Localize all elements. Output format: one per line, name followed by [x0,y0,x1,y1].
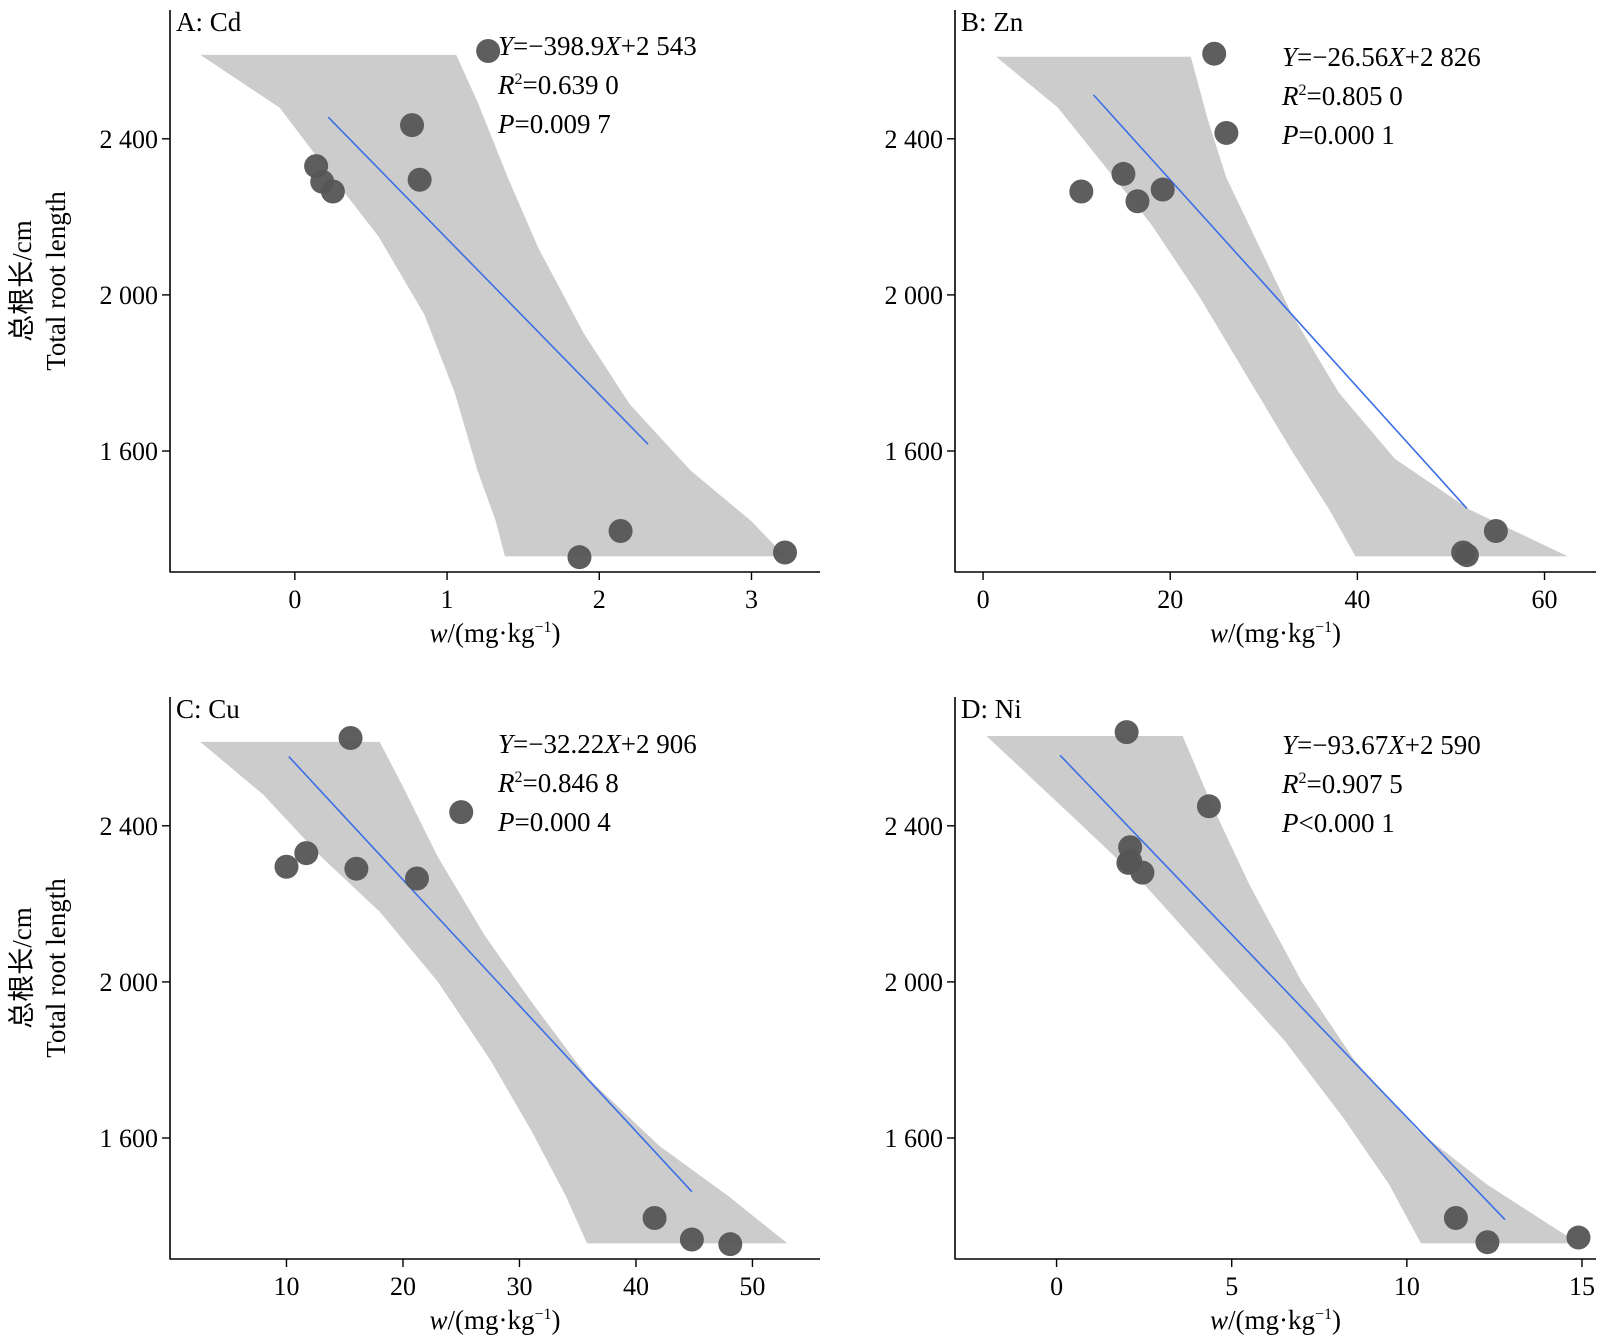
data-point [320,179,345,204]
x-tick-label: 1 [441,585,454,614]
x-tick-label: 40 [1344,585,1370,614]
y-axis-title-en: Total root length [41,191,71,371]
data-point [344,856,369,881]
x-tick-label: 0 [1050,1272,1063,1301]
data-point [679,1227,704,1252]
regression-line [1059,754,1506,1221]
x-tick-label: 10 [273,1272,299,1301]
y-tick-label: 1 600 [885,437,944,466]
y-axis-title-en: Total root length [41,878,71,1058]
x-axis-title: w/(mg·kg−1) [1210,618,1341,648]
data-point [1443,1206,1468,1231]
y-tick-label: 1 600 [885,1124,944,1153]
x-tick-label: 20 [1157,585,1183,614]
data-point [1069,179,1094,204]
confidence-band [200,741,788,1244]
data-point [772,540,797,565]
data-point [407,167,432,192]
y-tick-label: 2 400 [885,812,944,841]
x-tick-label: 10 [1394,1272,1420,1301]
regression-equation: Y=−26.56X+2 826 [1282,42,1481,72]
regression-line [327,116,649,445]
x-tick-label: 50 [739,1272,765,1301]
data-point [404,866,429,891]
y-axis-title-cn: 总根长/cm [7,907,37,1029]
data-point [400,113,425,138]
data-point [449,800,474,825]
p-value: P=0.000 1 [1281,120,1395,150]
x-tick-label: 0 [977,585,990,614]
x-tick-label: 30 [506,1272,532,1301]
p-value: P=0.000 4 [497,807,611,837]
data-point [338,725,363,750]
panel-label: A: Cd [176,7,242,37]
regression-line [288,756,693,1193]
data-point [1111,161,1136,186]
chart-panel-2: 0 20 40 60 1 600 2 000 2 400 B: Zn Y=−26.56X+2 8… [885,7,1596,648]
data-point [642,1206,667,1231]
data-point [1566,1225,1591,1250]
x-axis-title: w/(mg·kg−1) [429,618,560,648]
y-axis-title-cn: 总根长/cm [7,220,37,342]
data-point [608,519,633,544]
x-tick-label: 2 [593,585,606,614]
p-value: P<0.000 1 [1281,808,1395,838]
chart-panel-1: 0 1 2 3 1 600 2 000 2 400 A: Cd Y=−398.9X+2 543 R… [7,7,820,648]
y-tick-label: 2 000 [885,281,944,310]
panel-label: D: Ni [961,694,1022,724]
x-tick-label: 15 [1569,1272,1595,1301]
x-tick-label: 5 [1225,1272,1238,1301]
x-axis-title: w/(mg·kg−1) [1210,1305,1341,1335]
data-point [1214,120,1239,145]
x-tick-label: 0 [288,585,301,614]
data-point [1114,720,1139,745]
panel-label: C: Cu [176,694,240,724]
regression-equation: Y=−32.22X+2 906 [498,729,697,759]
data-point [476,38,501,63]
regression-equation: Y=−93.67X+2 590 [1282,730,1481,760]
data-point [1130,860,1155,885]
y-tick-label: 2 000 [100,968,159,997]
y-tick-label: 1 600 [100,437,159,466]
x-axis-title: w/(mg·kg−1) [429,1305,560,1335]
data-point [1483,519,1508,544]
confidence-band [200,54,785,557]
data-point [274,854,299,879]
r-squared: R2=0.639 0 [497,70,619,100]
y-tick-label: 2 400 [100,812,159,841]
regression-equation: Y=−398.9X+2 543 [498,31,697,61]
data-point [1202,41,1227,66]
data-point [1125,189,1150,214]
data-point [718,1232,743,1257]
chart-panel-4: 0 5 10 15 1 600 2 000 2 400 D: Ni Y=−93.67X+2 59… [885,694,1596,1335]
x-tick-label: 60 [1532,585,1558,614]
panel-label: B: Zn [961,7,1024,37]
r-squared: R2=0.907 5 [1281,769,1403,799]
data-point [1475,1230,1500,1255]
p-value: P=0.009 7 [497,109,611,139]
data-point [294,841,319,866]
x-tick-label: 40 [623,1272,649,1301]
y-tick-label: 2 000 [885,968,944,997]
y-tick-label: 1 600 [100,1124,159,1153]
r-squared: R2=0.805 0 [1281,81,1403,111]
y-tick-label: 2 400 [885,125,944,154]
y-tick-label: 2 000 [100,281,159,310]
data-point [1150,177,1175,202]
regression-line [1092,94,1468,509]
r-squared: R2=0.846 8 [497,768,619,798]
x-tick-label: 3 [745,585,758,614]
data-point [1454,543,1479,568]
data-point [567,545,592,570]
confidence-band [996,56,1568,557]
data-point [1196,794,1221,819]
x-tick-label: 20 [390,1272,416,1301]
chart-panel-3: 10 20 30 40 50 1 600 2 000 2 400 C: Cu Y=−32.22X+… [7,694,820,1335]
y-tick-label: 2 400 [100,125,159,154]
